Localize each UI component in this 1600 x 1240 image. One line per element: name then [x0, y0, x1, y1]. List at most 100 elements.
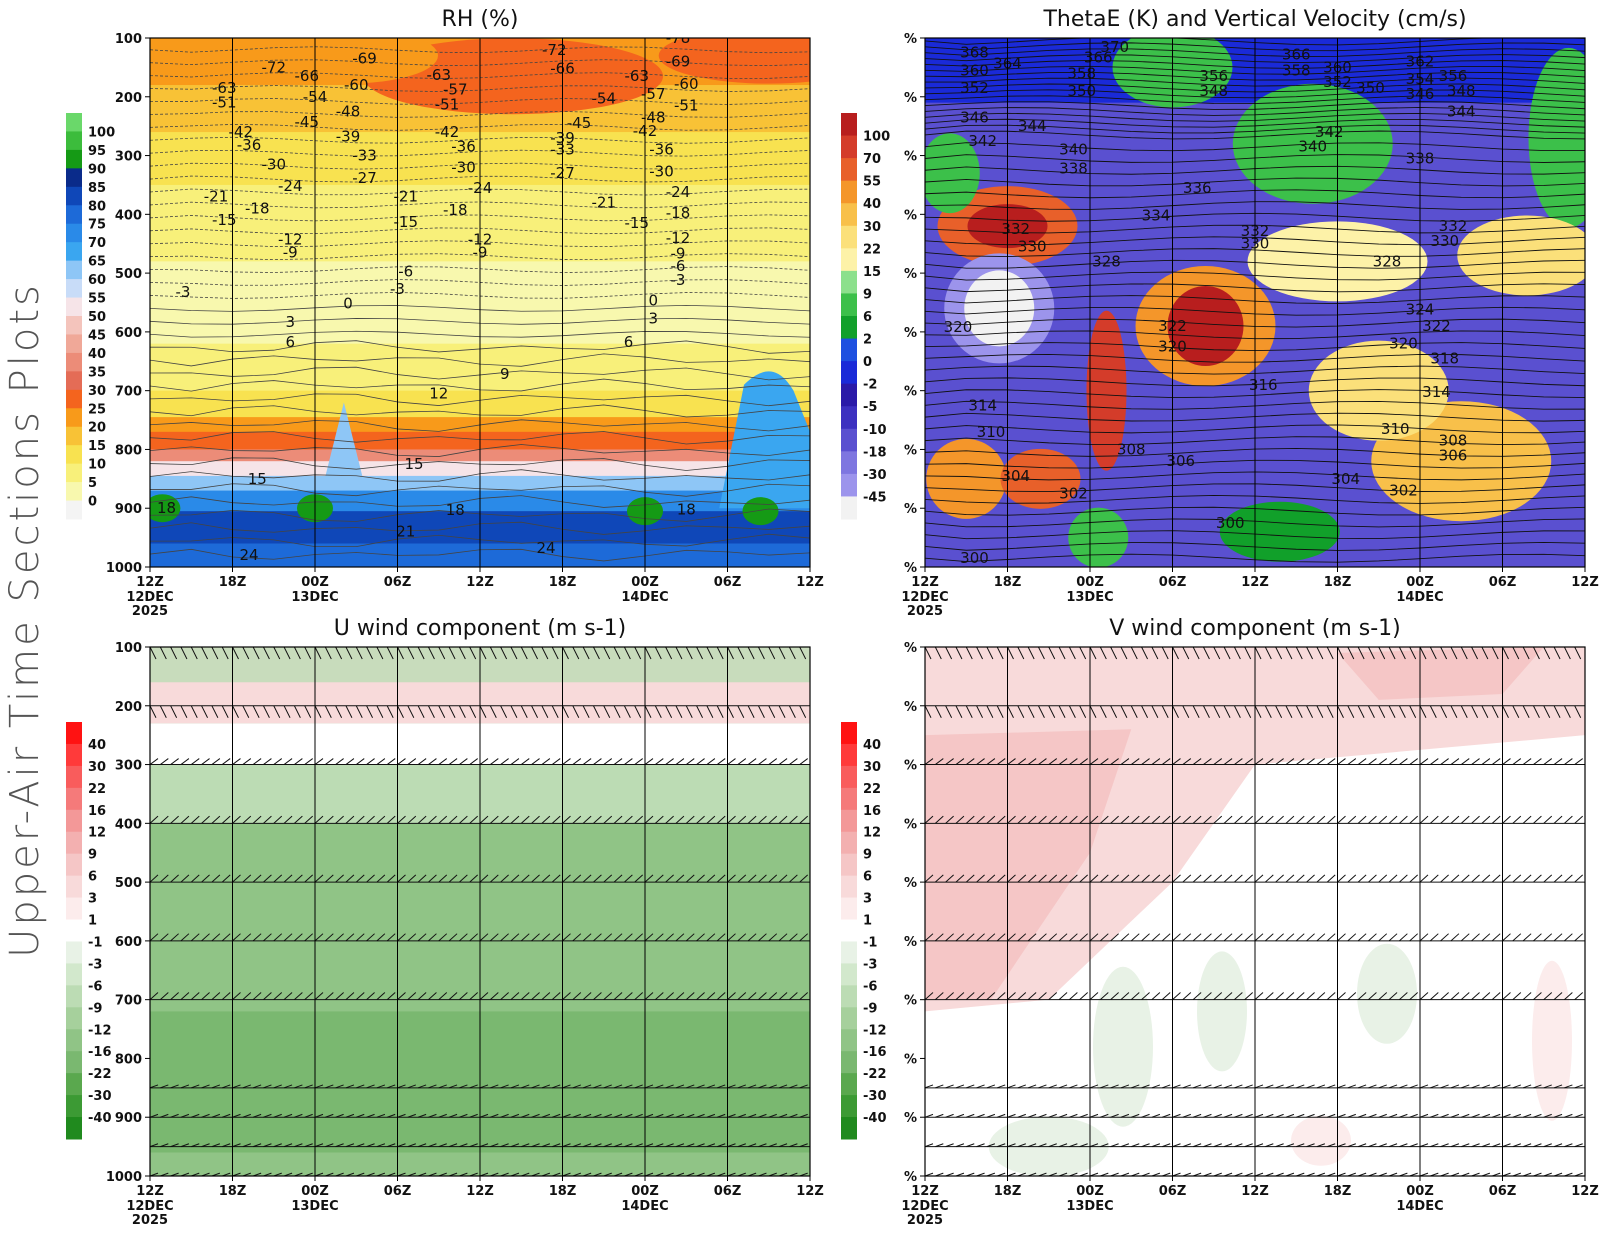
x-date-label: 12DEC: [126, 590, 173, 605]
colorbar-label: 10: [88, 458, 106, 473]
y-tick-label: %: [904, 150, 917, 165]
y-tick-label: 100: [115, 32, 142, 47]
x-tick-label: 12Z: [796, 575, 824, 590]
wind-barb: [810, 1085, 818, 1088]
x-tick-label: 18Z: [994, 1184, 1022, 1199]
colorbar-label: 75: [88, 218, 106, 233]
x-date-label: 13DEC: [1066, 1199, 1113, 1214]
colorbar-swatch: [841, 744, 857, 766]
wind-barb: [1585, 992, 1593, 999]
x-tick-label: 12Z: [1571, 1184, 1599, 1199]
x-tick-label: 18Z: [994, 575, 1022, 590]
colorbar-swatch: [841, 920, 857, 942]
colorbar-swatch: [841, 271, 857, 294]
colorbar-swatch: [841, 248, 857, 271]
x-tick-label: 06Z: [714, 1184, 742, 1199]
x-tick-label: 12Z: [911, 1184, 939, 1199]
contour-label: 12: [429, 385, 448, 403]
x-tick-label: 00Z: [1406, 575, 1434, 590]
colorbar-swatch: [841, 203, 857, 226]
contour-label: 316: [1249, 376, 1278, 394]
x-date-label: 2025: [132, 604, 168, 619]
contour-label: 350: [1067, 82, 1096, 100]
contour-label: 336: [1183, 179, 1212, 197]
colorbar-swatch: [841, 1117, 857, 1139]
colorbar-label: -22: [88, 1067, 112, 1082]
wind-barb: [1585, 706, 1591, 718]
colorbar-label: -9: [863, 1001, 877, 1016]
colorbar-label: 80: [88, 199, 106, 214]
w-cell: [1068, 508, 1128, 568]
colorbar-label: 95: [88, 144, 106, 159]
colorbar-swatch: [66, 722, 82, 744]
colorbar-swatch: [841, 474, 857, 497]
colorbar-label: 9: [863, 848, 872, 863]
colorbar-swatch: [66, 1007, 82, 1029]
colorbar-label: -9: [88, 1001, 102, 1016]
y-tick-label: 400: [115, 817, 142, 832]
colorbar-label: 9: [863, 287, 872, 302]
colorbar-label: -3: [88, 957, 102, 972]
x-date-label: 12DEC: [126, 1199, 173, 1214]
colorbar-label: 0: [863, 355, 872, 370]
colorbar-swatch: [841, 941, 857, 963]
x-tick-label: 12Z: [911, 575, 939, 590]
x-tick-label: 00Z: [301, 575, 329, 590]
colorbar-label: 30: [88, 384, 106, 399]
panel-title: ThetaE (K) and Vertical Velocity (cm/s): [1042, 7, 1466, 32]
colorbar-label: 1: [88, 914, 97, 929]
colorbar-swatch: [841, 293, 857, 316]
colorbar-swatch: [66, 445, 82, 464]
x-date-label: 14DEC: [621, 590, 668, 605]
x-tick-label: 18Z: [219, 575, 247, 590]
contour-label: 306: [1166, 452, 1195, 470]
y-tick-label: 900: [115, 1111, 142, 1126]
y-tick-label: %: [904, 935, 917, 950]
x-tick-label: 12Z: [136, 1184, 164, 1199]
colorbar-swatch: [66, 150, 82, 169]
colorbar-swatch: [66, 113, 82, 132]
y-tick-label: 700: [115, 994, 142, 1009]
x-tick-label: 06Z: [384, 575, 412, 590]
contour-label: -51: [674, 97, 699, 115]
contour-label: 3: [648, 309, 658, 327]
contour-label: 304: [1331, 470, 1360, 488]
y-tick-label: %: [904, 759, 917, 774]
y-tick-label: %: [904, 326, 917, 341]
contour-label: 306: [1439, 446, 1468, 464]
wind-cell: [1291, 1116, 1351, 1166]
y-tick-label: 200: [115, 91, 142, 106]
y-tick-label: 300: [115, 759, 142, 774]
colorbar-label: 45: [88, 328, 106, 343]
y-tick-label: %: [904, 994, 917, 1009]
x-tick-label: 18Z: [1324, 1184, 1352, 1199]
y-tick-label: 1000: [106, 1170, 142, 1185]
contour-label: 338: [1059, 159, 1088, 177]
colorbar-swatch: [66, 187, 82, 206]
y-tick-label: 300: [115, 150, 142, 165]
wind-barb: [810, 759, 818, 765]
contour-label: -27: [352, 169, 377, 187]
colorbar-label: 16: [88, 804, 106, 819]
x-date-label: 12DEC: [901, 1199, 948, 1214]
contour-label: 330: [1430, 232, 1459, 250]
colorbar-swatch: [66, 985, 82, 1007]
wind-cell: [1532, 961, 1572, 1121]
contour-label: -18: [443, 201, 468, 219]
wind-barb: [810, 706, 816, 718]
contour-label: -48: [336, 102, 361, 120]
contour-label: 320: [944, 318, 973, 336]
colorbar-label: 12: [863, 826, 881, 841]
colorbar-label: 30: [863, 760, 881, 775]
wind-barb: [1585, 1085, 1593, 1088]
field-u: [150, 647, 818, 1176]
contour-label: 328: [1373, 252, 1402, 270]
colorbar-label: -12: [88, 1023, 112, 1038]
colorbar-swatch: [841, 136, 857, 159]
colorbar-swatch: [66, 334, 82, 353]
contour-label: -18: [666, 204, 691, 222]
colorbar-swatch: [66, 482, 82, 501]
contour-label: 314: [1422, 383, 1451, 401]
